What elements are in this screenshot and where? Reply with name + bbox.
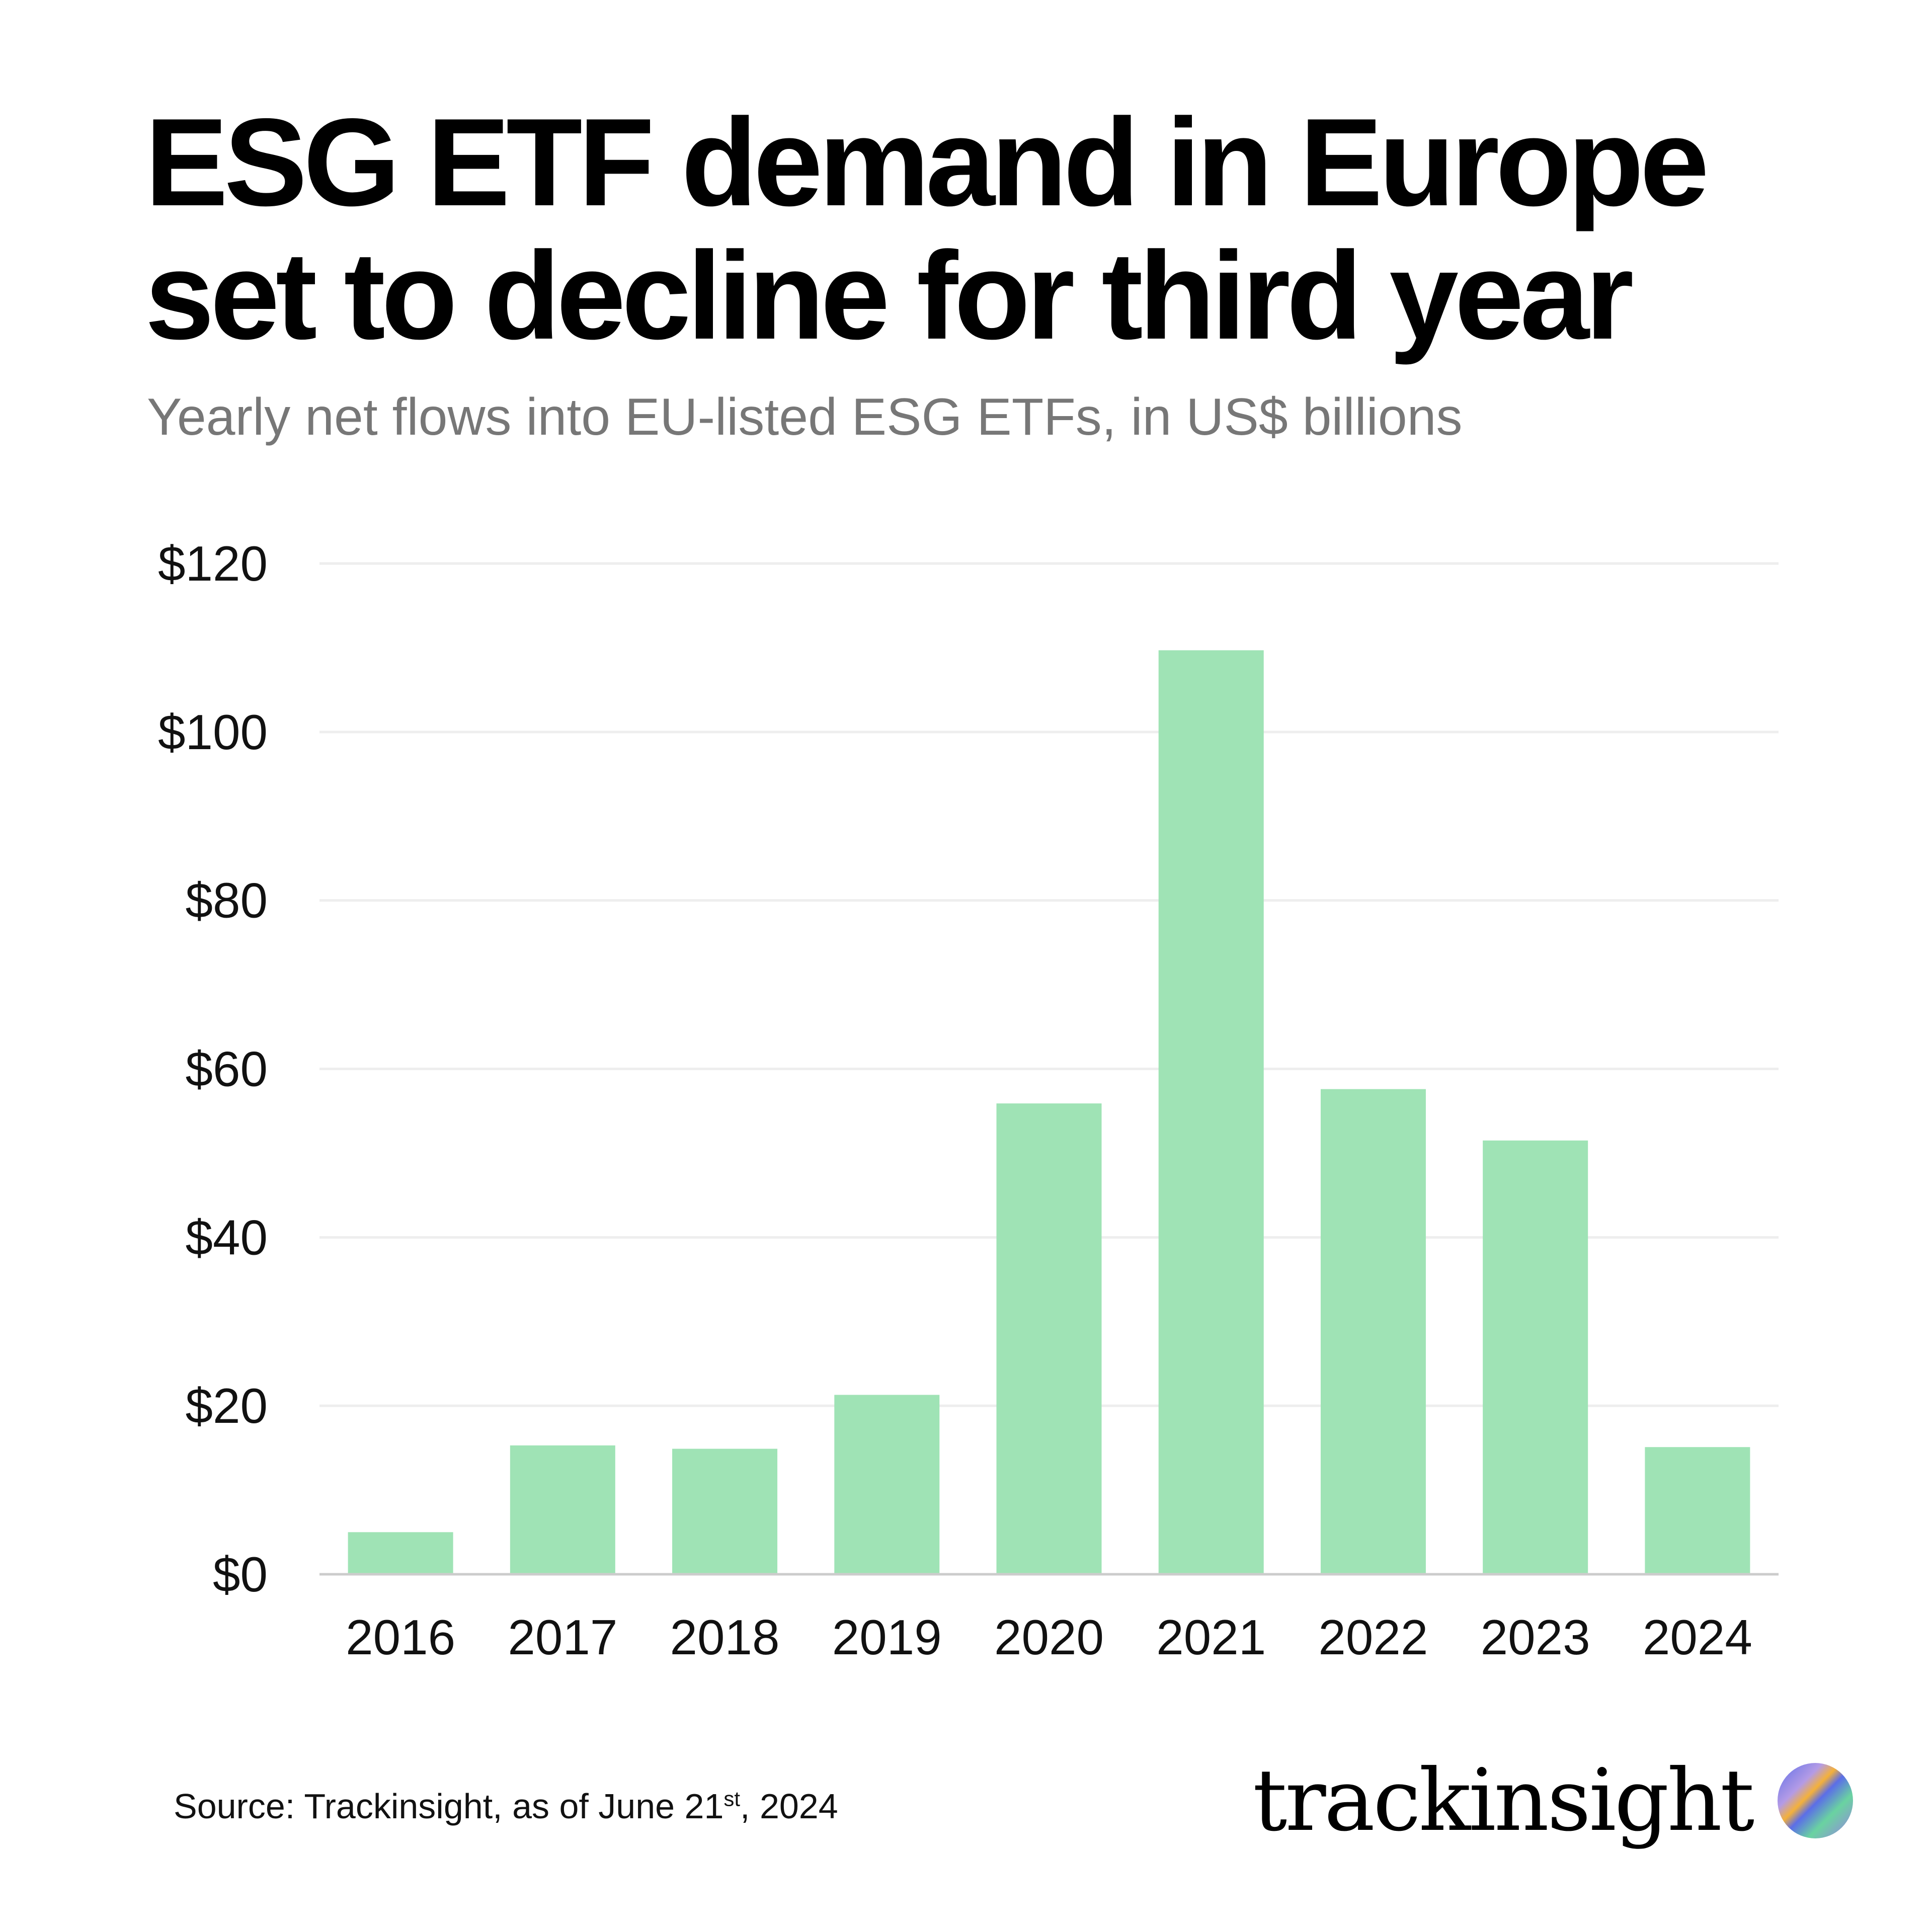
y-tick-label: $40 [185,1210,268,1265]
y-tick-label: $0 [213,1547,268,1602]
y-tick-label: $120 [158,536,268,591]
x-tick-label: 2016 [346,1609,455,1665]
y-tick-label: $60 [185,1041,268,1097]
x-tick-label: 2018 [670,1609,780,1665]
chart-subtitle: Yearly net flows into EU-listed ESG ETFs… [147,388,1463,446]
bar-2018 [672,1448,778,1574]
trackinsight-logo: trackinsight [1253,1751,1854,1850]
y-tick-label: $80 [185,873,268,928]
y-tick-label: $100 [158,704,268,760]
source-sup: st [723,1787,741,1811]
x-tick-label: 2017 [508,1609,617,1665]
bar-2017 [510,1445,615,1574]
bar-2021 [1158,650,1264,1574]
x-tick-label: 2021 [1156,1609,1266,1665]
bar-2022 [1320,1089,1426,1574]
bar-chart: $0 $20 $40 $60 $80 $100 $120 2016 2017 2018 2019 20… [158,536,1779,1665]
source-suffix: , 2024 [740,1787,838,1826]
gradient-orb-icon [1778,1763,1854,1838]
source-text: Source: Trackinsight, as of June 21 [174,1787,724,1826]
x-tick-label: 2020 [994,1609,1104,1665]
x-tick-label: 2023 [1481,1609,1590,1665]
bar-2023 [1483,1140,1588,1574]
bar-2020 [996,1103,1102,1574]
y-tick-label: $20 [185,1378,268,1433]
bar-2016 [348,1532,453,1574]
bar-2019 [834,1395,940,1574]
x-tick-label: 2024 [1643,1609,1752,1665]
logo-text: trackinsight [1253,1751,1754,1850]
x-tick-label: 2022 [1318,1609,1428,1665]
source-note: Source: Trackinsight, as of June 21st, 2… [174,1786,838,1826]
x-tick-label: 2019 [832,1609,942,1665]
bar-2024 [1645,1447,1750,1574]
chart-title: ESG ETF demand in Europe set to decline … [145,92,1709,365]
